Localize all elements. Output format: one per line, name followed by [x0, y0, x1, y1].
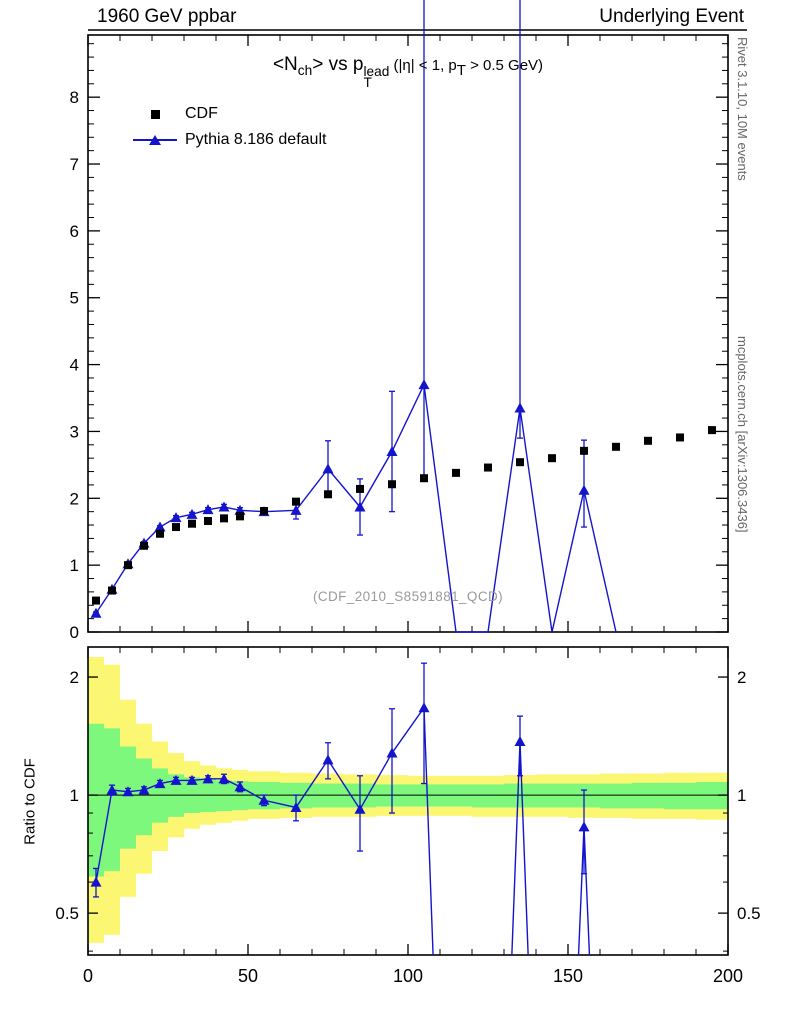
svg-text:7: 7	[70, 155, 79, 174]
analysis-id-watermark: (CDF_2010_S8591881_QCD)	[312, 589, 504, 604]
svg-text:0.5: 0.5	[737, 904, 761, 923]
svg-text:0: 0	[83, 966, 93, 986]
plot-title: <Nch> vs p lead T (|η| < 1, pT > 0.5 GeV)	[272, 54, 544, 91]
svg-text:1: 1	[70, 786, 79, 805]
svg-text:2: 2	[70, 489, 79, 508]
header-beam-energy: 1960 GeV ppbar	[97, 6, 237, 27]
mcplots-arxiv-label: mcplots.cern.ch [arXiv:1306.3436]	[735, 336, 750, 533]
svg-text:2: 2	[70, 668, 79, 687]
svg-text:150: 150	[553, 966, 583, 986]
legend-item-pythia: Pythia 8.186 default	[133, 127, 326, 153]
svg-text:100: 100	[393, 966, 423, 986]
svg-text:2: 2	[737, 668, 746, 687]
svg-text:5: 5	[70, 289, 79, 308]
legend-item-cdf: CDF	[133, 101, 326, 127]
svg-text:1: 1	[737, 786, 746, 805]
pythia-triangle-marker-icon	[133, 133, 177, 147]
rivet-version-label: Rivet 3.1.10, 10M events	[735, 37, 750, 181]
ratio-axis-label: Ratio to CDF	[21, 758, 39, 845]
svg-text:6: 6	[70, 222, 79, 241]
svg-text:200: 200	[713, 966, 743, 986]
svg-text:8: 8	[70, 88, 79, 107]
svg-text:0.5: 0.5	[55, 904, 79, 923]
svg-text:4: 4	[70, 356, 79, 375]
legend: CDF Pythia 8.186 default	[133, 101, 326, 153]
header-analysis-group: Underlying Event	[599, 6, 744, 27]
svg-text:3: 3	[70, 422, 79, 441]
legend-label-pythia: Pythia 8.186 default	[185, 131, 327, 148]
svg-text:0: 0	[70, 623, 79, 642]
svg-text:1: 1	[70, 556, 79, 575]
svg-text:50: 50	[238, 966, 258, 986]
legend-label-cdf: CDF	[185, 105, 218, 122]
cdf-square-marker-icon	[133, 107, 177, 121]
